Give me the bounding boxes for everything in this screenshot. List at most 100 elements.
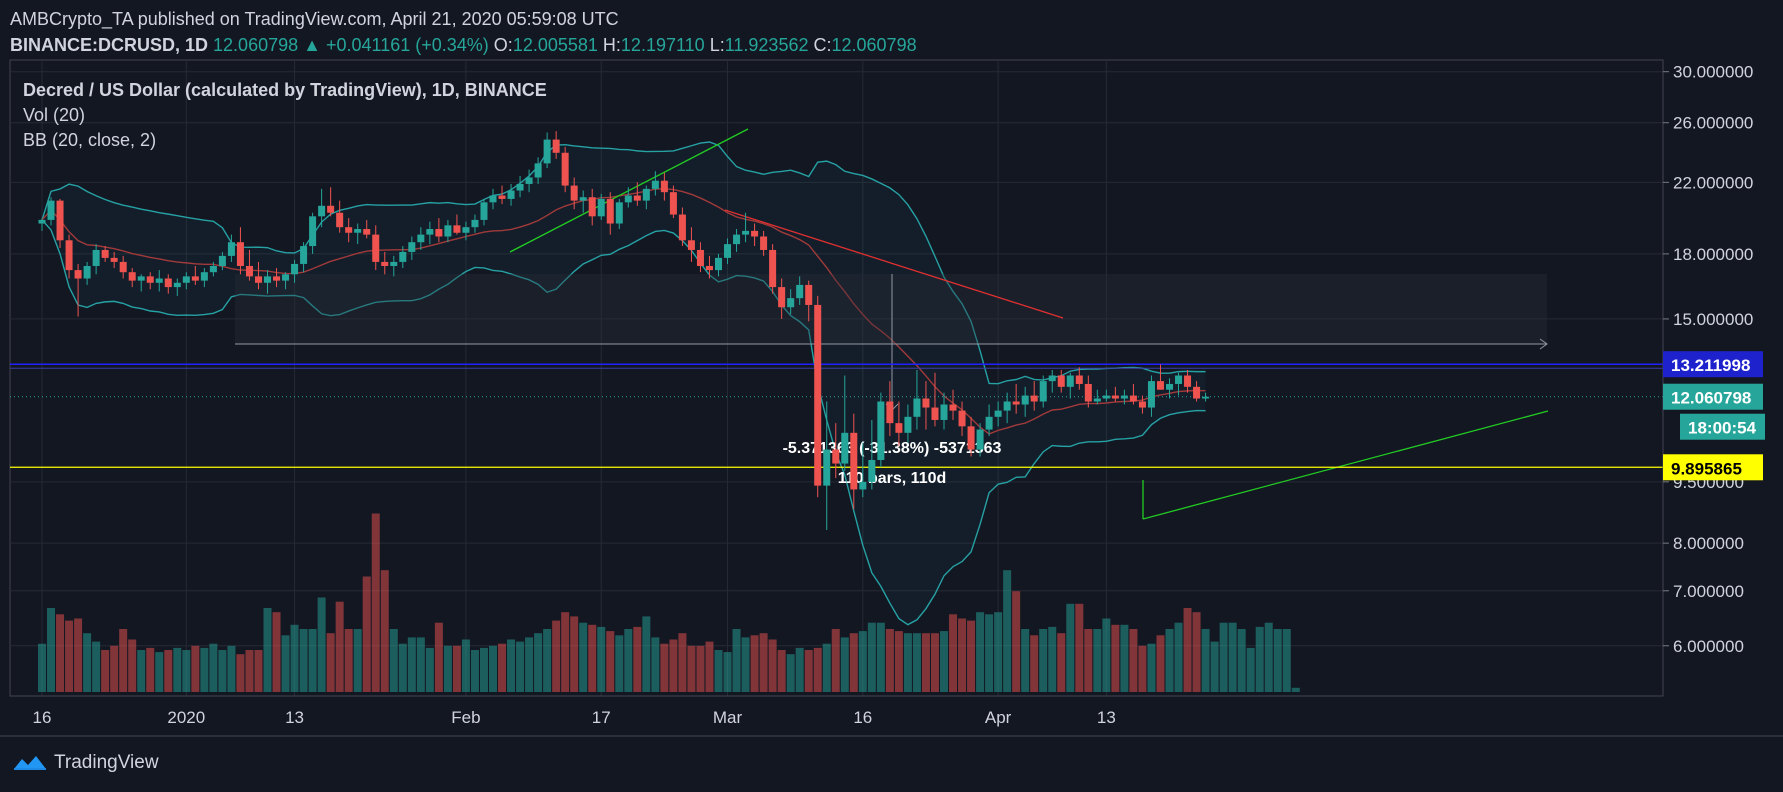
volume-bar (660, 643, 669, 692)
publisher-line: AMBCrypto_TA published on TradingView.co… (10, 9, 619, 29)
candle-body (1057, 375, 1065, 387)
price-tick-label: 22.000000 (1673, 173, 1753, 192)
candle-body (588, 197, 596, 217)
candle-body (1184, 375, 1192, 387)
bb-fill (42, 142, 1206, 625)
candle-body (624, 195, 632, 203)
volume-bar (615, 635, 624, 692)
candle-body (985, 416, 993, 430)
legend-title[interactable]: Decred / US Dollar (calculated by Tradin… (23, 80, 547, 100)
volume-bar (119, 629, 128, 692)
volume-bar (786, 654, 795, 692)
candle-body (462, 227, 470, 233)
volume-bar (1120, 624, 1129, 692)
candle-body (444, 225, 452, 237)
legend-bollinger[interactable]: BB (20, close, 2) (23, 130, 157, 150)
legend-volume[interactable]: Vol (20) (23, 105, 86, 125)
volume-bar (254, 650, 263, 692)
candle-body (264, 276, 271, 283)
change-value: +0.041161 (+0.34%) (325, 35, 489, 55)
time-tick-label: 16 (33, 708, 52, 727)
candle-body (38, 219, 46, 224)
candle-body (128, 272, 136, 281)
candle-body (74, 270, 82, 279)
volume-bar (741, 637, 750, 692)
volume-bar (1129, 629, 1138, 692)
candle-body (92, 249, 100, 266)
candle-body (182, 276, 190, 283)
footer-brand[interactable]: TradingView (12, 752, 159, 774)
candle-body (173, 282, 181, 288)
volume-bar (1183, 608, 1192, 692)
candle-body (291, 263, 299, 275)
volume-bar (958, 618, 967, 692)
volume-bar (308, 629, 317, 692)
low-label: L: (709, 35, 725, 55)
volume-bar (714, 650, 723, 692)
candle-body (561, 152, 569, 186)
candle-body (868, 460, 876, 482)
candle-body (841, 432, 849, 464)
close-value: 12.060798 (831, 35, 917, 55)
candle-body (137, 276, 145, 281)
volume-bar (994, 612, 1003, 692)
candle-body (940, 404, 948, 420)
candle-body (254, 276, 262, 283)
volume-bar (1084, 629, 1093, 692)
candle-body (155, 278, 163, 283)
candle-body (751, 230, 759, 237)
time-axis: 16 2020 13 Feb 17 Mar 16 Apr 13 (0, 695, 1783, 737)
candle-body (597, 198, 605, 217)
volume-bar (579, 622, 588, 692)
volume-bar (1192, 612, 1201, 692)
bb-lower-line (41, 219, 1206, 626)
volume-bar (1003, 570, 1012, 692)
price-label-bg (1663, 454, 1763, 481)
volume-bar (552, 620, 561, 692)
candle-body (83, 265, 91, 279)
volume-bar (263, 608, 272, 692)
volume-bar (65, 620, 74, 692)
volume-bar (1048, 626, 1057, 692)
candle-body (318, 205, 326, 217)
candle-body (1093, 398, 1101, 402)
candle-body (372, 234, 380, 262)
volume-bar (299, 629, 308, 692)
volume-bar (498, 643, 507, 692)
volume-bar (732, 629, 741, 692)
volume-bar (47, 608, 56, 692)
volume-bar (38, 643, 46, 692)
price-label-bg (1663, 383, 1763, 410)
volume-bar (218, 650, 227, 692)
volume-bar (930, 633, 939, 692)
high-label: H: (602, 35, 621, 55)
candle-body (543, 139, 551, 164)
chart-legend: Decred / US Dollar (calculated by Tradin… (23, 78, 547, 153)
candle-body (363, 229, 371, 235)
volume-bar (1057, 633, 1066, 692)
candle-body (1147, 381, 1155, 408)
price-tick-label: 8.000000 (1673, 534, 1744, 553)
volume-bar (1273, 629, 1282, 692)
volume-bar (128, 639, 137, 692)
candle-body (309, 216, 317, 247)
symbol-label[interactable]: BINANCE:DCRUSD, 1D (10, 35, 209, 55)
volume-bar (867, 622, 876, 692)
candle-body (417, 234, 425, 243)
time-tick-label: 13 (1097, 708, 1116, 727)
candle-body (282, 274, 290, 281)
volume-bar (164, 650, 173, 692)
volume-bar (1219, 622, 1228, 692)
candle-body (696, 249, 704, 266)
candle-body (525, 177, 533, 184)
candle-body (606, 198, 614, 224)
candle-body (336, 212, 344, 228)
candle-body (895, 423, 903, 433)
candle-body (498, 195, 506, 199)
last-price: 12.060798 (213, 35, 299, 55)
volume-bar (633, 626, 642, 692)
volume-bar (110, 645, 119, 692)
volume-bar (137, 650, 146, 692)
candle-body (236, 242, 244, 266)
